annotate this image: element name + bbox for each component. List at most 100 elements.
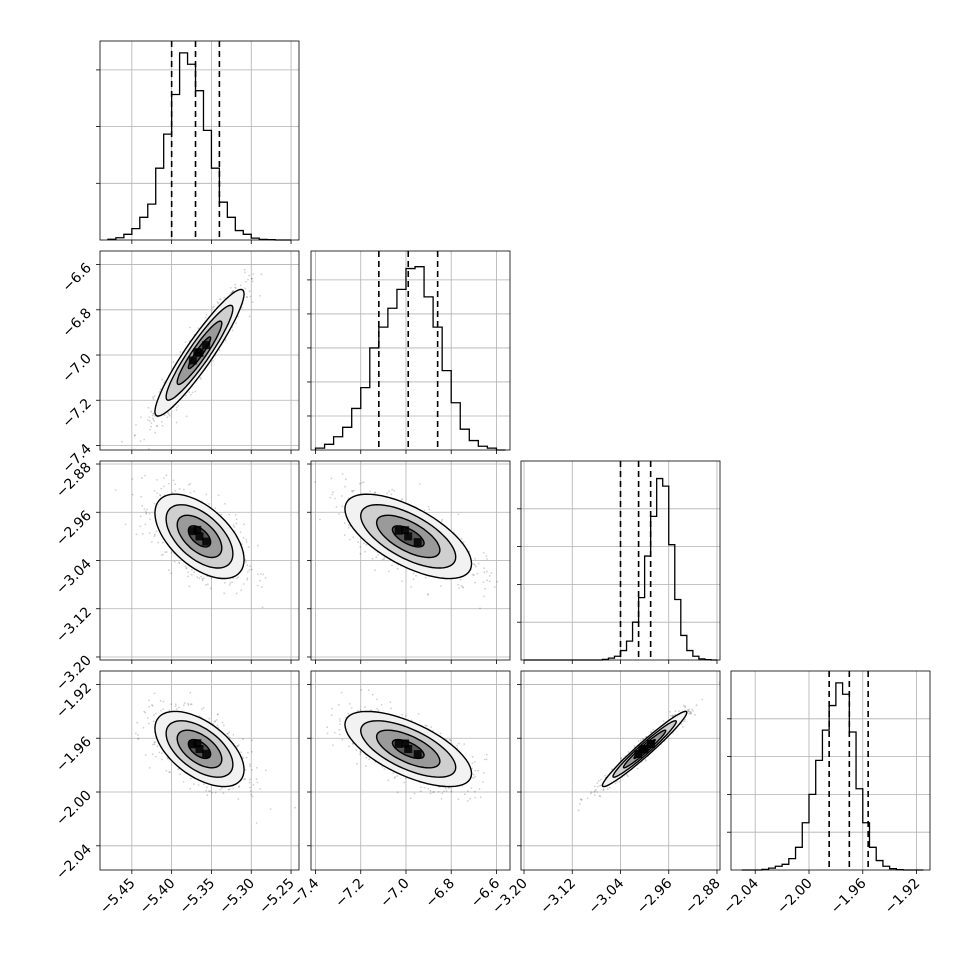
sample-point	[156, 479, 159, 481]
sample-point	[251, 301, 254, 304]
sample-point	[471, 762, 474, 764]
sample-point	[208, 717, 211, 720]
sample-point	[231, 329, 234, 332]
sample-point	[153, 412, 155, 415]
sample-point	[474, 557, 476, 560]
sample-point	[439, 585, 442, 587]
sample-point	[599, 795, 602, 798]
sample-point	[211, 791, 214, 794]
sample-point	[142, 726, 145, 729]
sample-point	[174, 703, 177, 706]
density-peak-cell	[188, 527, 197, 536]
sample-point	[347, 712, 350, 715]
sample-point	[370, 709, 372, 712]
sample-point	[134, 434, 136, 437]
sample-point	[150, 410, 153, 413]
sample-point	[447, 787, 450, 789]
sample-point	[257, 544, 259, 547]
sample-point	[188, 483, 190, 486]
sample-point	[429, 792, 432, 795]
sample-point	[338, 723, 341, 726]
sample-point	[425, 724, 428, 727]
sample-point	[314, 480, 316, 483]
sample-point	[458, 742, 460, 745]
sample-point	[449, 739, 452, 742]
sample-point	[512, 597, 514, 599]
sample-point	[248, 274, 251, 277]
sample-point	[155, 755, 157, 758]
sample-point	[239, 284, 242, 287]
sample-point	[242, 738, 244, 741]
sample-point	[450, 790, 453, 793]
sample-point	[161, 758, 164, 761]
sample-point	[143, 438, 146, 441]
sample-point	[157, 541, 159, 544]
sample-point	[210, 577, 213, 580]
sample-point	[359, 709, 362, 712]
sample-point	[374, 491, 376, 494]
sample-point	[243, 583, 245, 585]
sample-point	[169, 771, 171, 773]
sample-point	[188, 391, 191, 393]
sample-point	[409, 797, 412, 800]
sample-point	[184, 341, 187, 344]
sample-point	[482, 772, 485, 774]
sample-point	[371, 557, 374, 560]
sample-point	[148, 767, 151, 769]
sample-point	[428, 508, 431, 511]
sample-point	[174, 483, 177, 486]
sample-point	[168, 771, 171, 773]
sample-point	[262, 573, 265, 576]
sample-point	[496, 580, 499, 583]
sample-point	[259, 294, 262, 297]
sample-point	[248, 315, 251, 318]
axes-frame	[310, 460, 511, 661]
sample-point	[156, 425, 159, 427]
sample-point	[341, 473, 344, 475]
sample-point	[223, 582, 226, 584]
sample-point	[186, 575, 189, 578]
axes-frame	[99, 670, 300, 871]
sample-point	[168, 413, 170, 416]
sample-point	[162, 553, 164, 556]
sample-point	[137, 734, 139, 736]
sample-point	[389, 701, 392, 703]
sample-point	[237, 786, 240, 789]
sample-point	[152, 412, 155, 415]
sample-point	[160, 487, 163, 490]
sample-point	[250, 568, 253, 571]
sample-point	[205, 314, 208, 316]
sample-point	[153, 535, 156, 538]
sample-point	[443, 790, 445, 793]
sample-point	[216, 724, 219, 727]
sample-point	[220, 513, 223, 516]
sample-point	[682, 726, 684, 728]
sample-point	[486, 558, 489, 560]
sample-point	[149, 518, 151, 521]
sample-point	[135, 424, 137, 426]
sample-point	[689, 712, 692, 715]
sample-point	[474, 796, 476, 799]
sample-point	[228, 788, 231, 790]
diagonal-panel-0	[96, 40, 300, 244]
sample-point	[170, 703, 173, 705]
sample-point	[367, 689, 370, 692]
sample-point	[246, 578, 249, 581]
sample-point	[217, 726, 220, 729]
sample-point	[476, 572, 479, 575]
sample-point	[235, 522, 238, 525]
sample-point	[168, 709, 171, 712]
sample-point	[205, 583, 208, 586]
sample-point	[462, 586, 465, 589]
sample-point	[473, 574, 475, 576]
sample-point	[381, 558, 384, 561]
sample-point	[245, 538, 248, 541]
sample-point	[252, 783, 255, 786]
sample-point	[139, 525, 142, 528]
sample-point	[391, 564, 393, 567]
sample-point	[161, 378, 164, 381]
sample-point	[615, 780, 618, 783]
sample-point	[332, 491, 334, 494]
sample-point	[458, 587, 460, 589]
sample-point	[359, 482, 361, 485]
